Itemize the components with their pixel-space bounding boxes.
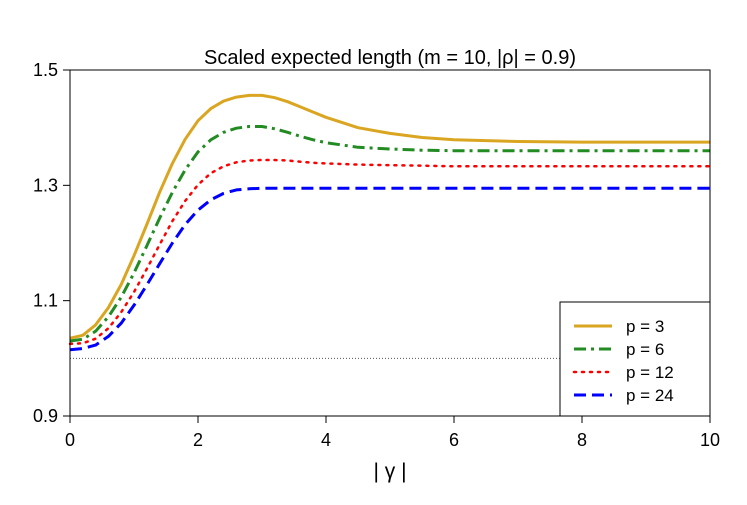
x-tick-label: 4: [321, 430, 331, 450]
y-tick-label: 1.1: [33, 291, 58, 311]
plot-frame: [69, 69, 711, 417]
x-axis-label: | γ |: [373, 460, 406, 483]
legend-box: [559, 301, 711, 417]
x-axis: 0 2 4 6 8 10: [65, 416, 720, 450]
legend-label-4: p = 24: [626, 386, 674, 405]
series-line-3: [68, 158, 712, 346]
y-axis: 0.9 1.1 1.3 1.5: [33, 60, 70, 426]
series-line-1: [69, 93, 710, 340]
x-tick-label: 2: [193, 430, 203, 450]
legend: p = 3 p = 6 p = 12 p = 24: [559, 301, 711, 417]
legend-label-3: p = 12: [626, 363, 674, 382]
x-tick-label: 0: [65, 430, 75, 450]
x-tick-label: 10: [700, 430, 720, 450]
series-line-2: [69, 125, 710, 343]
y-tick-label: 0.9: [33, 406, 58, 426]
x-tick-label: 8: [577, 430, 587, 450]
y-tick-label: 1.5: [33, 60, 58, 80]
series-layer: [68, 93, 712, 352]
y-tick-label: 1.3: [33, 175, 58, 195]
legend-label-1: p = 3: [626, 317, 664, 336]
series-line-4: [69, 186, 710, 352]
x-tick-label: 6: [449, 430, 459, 450]
legend-label-2: p = 6: [626, 340, 664, 359]
chart-title: Scaled expected length (m = 10, |ρ| = 0.…: [204, 47, 576, 69]
